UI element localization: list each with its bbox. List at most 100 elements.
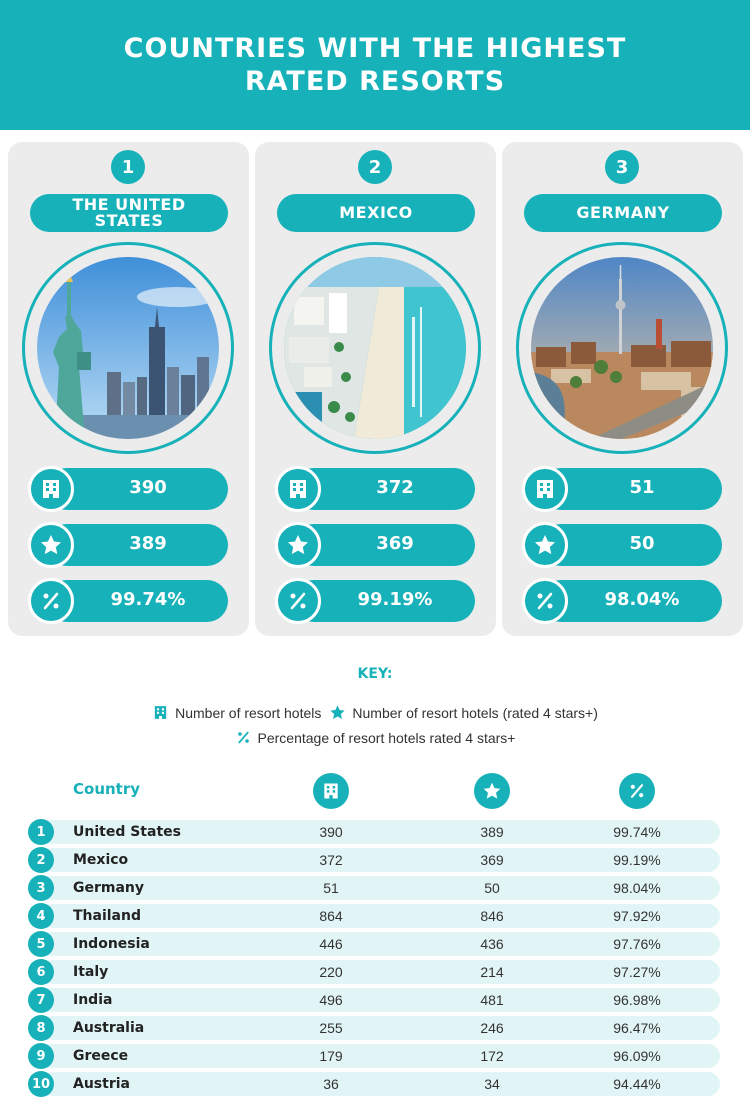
- building-icon: [522, 466, 568, 512]
- row-country: Indonesia: [73, 936, 150, 952]
- row-rated: 481: [480, 992, 504, 1008]
- star-icon: [474, 773, 510, 809]
- row-country: United States: [73, 824, 181, 840]
- table-row: 9 Greece 179 172 96.09%: [28, 1042, 722, 1070]
- resort-hotels-stat: 372: [275, 466, 475, 512]
- resort-hotels-stat: 51: [522, 466, 722, 512]
- key-label: Number of resort hotels (rated 4 stars+): [352, 704, 598, 721]
- stat-value: 389: [129, 532, 167, 554]
- rated-hotels-stat: 389: [28, 522, 228, 568]
- percentage-stat: 98.04%: [522, 578, 722, 624]
- row-pct: 97.76%: [613, 936, 661, 952]
- row-pct: 97.27%: [613, 964, 661, 980]
- rated-hotels-stat: 50: [522, 522, 722, 568]
- table-row: 7 India 496 481 96.98%: [28, 986, 722, 1014]
- country-photo-frame: [269, 242, 481, 454]
- row-rank: 5: [28, 931, 54, 957]
- row-hotels: 372: [319, 852, 343, 868]
- building-icon: [28, 466, 74, 512]
- star-icon: [275, 522, 321, 568]
- row-pct: 96.47%: [613, 1020, 661, 1036]
- stat-value: 372: [376, 476, 414, 498]
- rank-badge: 2: [358, 150, 392, 184]
- percent-icon: [237, 731, 249, 744]
- table-row: 1 United States 390 389 99.74%: [28, 818, 722, 846]
- percentage-stat: 99.19%: [275, 578, 475, 624]
- row-rank: 10: [28, 1071, 54, 1097]
- row-rank: 7: [28, 987, 54, 1013]
- key-item-rated: Number of resort hotels (rated 4 stars+): [329, 704, 598, 721]
- row-rank: 3: [28, 875, 54, 901]
- row-rated: 846: [480, 908, 504, 924]
- row-country: Australia: [73, 1020, 145, 1036]
- star-icon: [330, 705, 345, 719]
- row-country: Mexico: [73, 852, 129, 868]
- table-row: 3 Germany 51 50 98.04%: [28, 874, 722, 902]
- key-title: KEY:: [357, 666, 393, 682]
- row-hotels: 496: [319, 992, 343, 1008]
- percent-icon: [619, 773, 655, 809]
- row-pct: 96.09%: [613, 1048, 661, 1064]
- row-rated: 436: [480, 936, 504, 952]
- percent-icon: [28, 578, 74, 624]
- header-banner: COUNTRIES WITH THE HIGHEST RATED RESORTS: [0, 0, 750, 130]
- table-row: 8 Australia 255 246 96.47%: [28, 1014, 722, 1042]
- row-pct: 98.04%: [613, 880, 661, 896]
- row-pct: 96.98%: [613, 992, 661, 1008]
- row-hotels: 220: [319, 964, 343, 980]
- row-rated: 369: [480, 852, 504, 868]
- table-header-country: Country: [73, 780, 141, 798]
- country-name: MEXICO: [277, 194, 475, 232]
- country-photo-frame: [516, 242, 728, 454]
- key-row: Number of resort hotels Number of resort…: [0, 704, 750, 721]
- row-rank: 4: [28, 903, 54, 929]
- row-country: Thailand: [73, 908, 141, 924]
- row-hotels: 390: [319, 824, 343, 840]
- table-row: 4 Thailand 864 846 97.92%: [28, 902, 722, 930]
- row-rank: 8: [28, 1015, 54, 1041]
- rank-badge: 3: [605, 150, 639, 184]
- key-item-hotels: Number of resort hotels: [152, 704, 321, 721]
- stat-value: 369: [376, 532, 414, 554]
- row-hotels: 446: [319, 936, 343, 952]
- row-country: Italy: [73, 964, 109, 980]
- row-pct: 97.92%: [613, 908, 661, 924]
- star-icon: [28, 522, 74, 568]
- table-row: 5 Indonesia 446 436 97.76%: [28, 930, 722, 958]
- star-icon: [522, 522, 568, 568]
- stat-value: 390: [129, 476, 167, 498]
- row-rated: 172: [480, 1048, 504, 1064]
- row-hotels: 51: [323, 880, 339, 896]
- statue-of-liberty-photo: [37, 257, 219, 439]
- stat-value: 99.19%: [357, 588, 433, 610]
- country-name: GERMANY: [524, 194, 722, 232]
- row-rated: 214: [480, 964, 504, 980]
- rank-badge: 1: [111, 150, 145, 184]
- row-rank: 6: [28, 959, 54, 985]
- key-row: Percentage of resort hotels rated 4 star…: [0, 729, 750, 746]
- building-icon: [154, 706, 167, 719]
- building-icon: [275, 466, 321, 512]
- berlin-skyline-photo: [531, 257, 713, 439]
- row-rated: 246: [480, 1020, 504, 1036]
- rated-hotels-stat: 369: [275, 522, 475, 568]
- key-item-percentage: Percentage of resort hotels rated 4 star…: [235, 729, 515, 746]
- country-photo-frame: [22, 242, 234, 454]
- stat-value: 98.04%: [604, 588, 680, 610]
- table-row: 10 Austria 36 34 94.44%: [28, 1070, 722, 1098]
- top-country-card: 1 THE UNITED STATES: [8, 142, 249, 636]
- percent-icon: [522, 578, 568, 624]
- row-pct: 99.19%: [613, 852, 661, 868]
- row-country: India: [73, 992, 113, 1008]
- row-hotels: 255: [319, 1020, 343, 1036]
- row-country: Germany: [73, 880, 145, 896]
- row-pct: 99.74%: [613, 824, 661, 840]
- row-pct: 94.44%: [613, 1076, 661, 1092]
- resort-hotels-stat: 390: [28, 466, 228, 512]
- row-hotels: 179: [319, 1048, 343, 1064]
- top-country-card: 3 GERMANY 51 50: [502, 142, 743, 636]
- row-rated: 50: [484, 880, 500, 896]
- stat-value: 51: [629, 476, 655, 498]
- row-rank: 1: [28, 819, 54, 845]
- row-rank: 2: [28, 847, 54, 873]
